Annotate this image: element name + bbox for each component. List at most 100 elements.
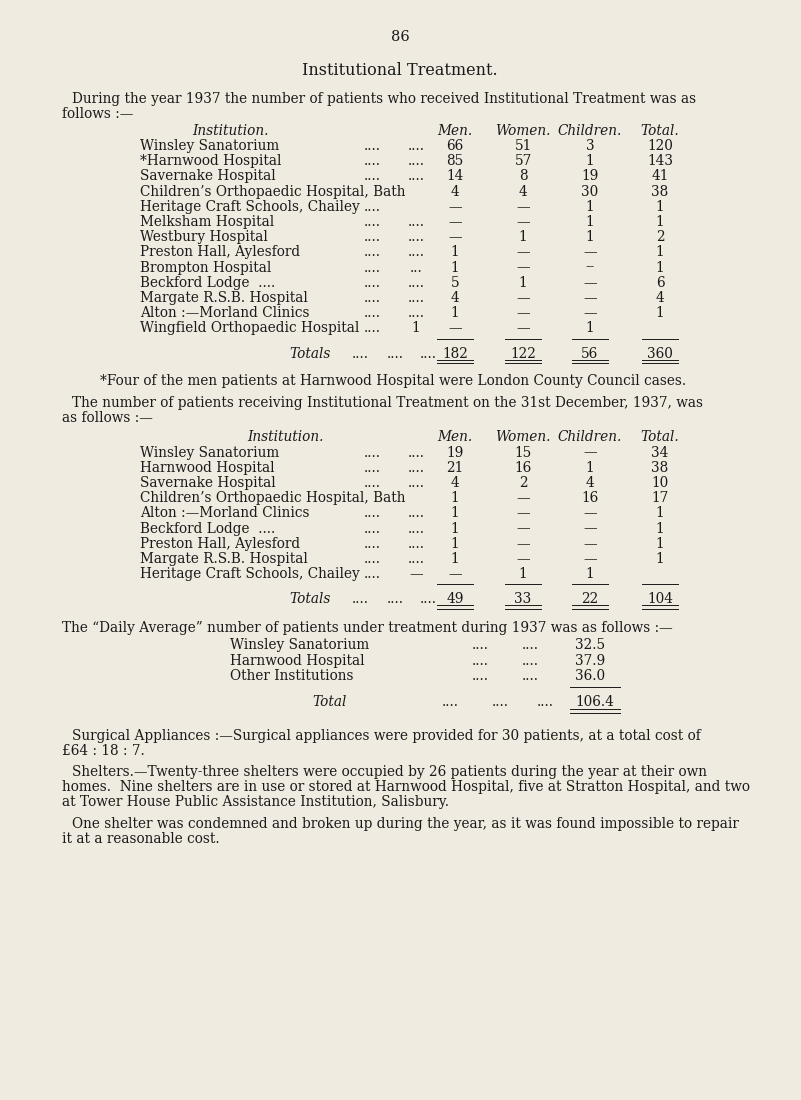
Text: 22: 22 — [582, 593, 598, 606]
Text: 2: 2 — [519, 476, 527, 490]
Text: 1: 1 — [656, 552, 664, 567]
Text: ....: .... — [387, 346, 404, 361]
Text: ....: .... — [408, 230, 425, 244]
Text: ....: .... — [408, 461, 425, 475]
Text: 30: 30 — [582, 185, 598, 199]
Text: 1: 1 — [586, 154, 594, 168]
Text: ....: .... — [387, 593, 404, 606]
Text: Harnwood Hospital: Harnwood Hospital — [140, 461, 275, 475]
Text: 51: 51 — [514, 139, 532, 153]
Text: Winsley Sanatorium: Winsley Sanatorium — [230, 638, 369, 652]
Text: 38: 38 — [651, 185, 669, 199]
Text: —: — — [449, 321, 462, 336]
Text: ....: .... — [364, 230, 380, 244]
Text: 1: 1 — [586, 461, 594, 475]
Text: —: — — [583, 521, 597, 536]
Text: Margate R.S.B. Hospital: Margate R.S.B. Hospital — [140, 292, 308, 305]
Text: 4: 4 — [586, 476, 594, 490]
Text: Alton :—Morland Clinics: Alton :—Morland Clinics — [140, 506, 309, 520]
Text: —: — — [516, 214, 529, 229]
Text: —: — — [516, 306, 529, 320]
Text: 1: 1 — [586, 230, 594, 244]
Text: ....: .... — [472, 638, 489, 652]
Text: 37.9: 37.9 — [575, 653, 606, 668]
Text: —: — — [516, 506, 529, 520]
Text: ....: .... — [408, 245, 425, 260]
Text: 120: 120 — [647, 139, 673, 153]
Text: ....: .... — [408, 506, 425, 520]
Text: 1: 1 — [656, 245, 664, 260]
Text: —: — — [583, 245, 597, 260]
Text: Institution.: Institution. — [247, 430, 324, 443]
Text: ....: .... — [408, 552, 425, 567]
Text: at Tower House Public Assistance Institution, Salisbury.: at Tower House Public Assistance Institu… — [62, 795, 449, 808]
Text: Brompton Hospital: Brompton Hospital — [140, 261, 272, 275]
Text: Beckford Lodge  ....: Beckford Lodge .... — [140, 276, 276, 289]
Text: Women.: Women. — [495, 430, 551, 443]
Text: 16: 16 — [514, 461, 532, 475]
Text: 32.5: 32.5 — [575, 638, 605, 652]
Text: Children.: Children. — [557, 430, 622, 443]
Text: ....: .... — [441, 695, 458, 710]
Text: ....: .... — [521, 653, 538, 668]
Text: 4: 4 — [656, 292, 664, 305]
Text: follows :—: follows :— — [62, 107, 134, 121]
Text: £64 : 18 : 7.: £64 : 18 : 7. — [62, 744, 145, 758]
Text: Men.: Men. — [437, 430, 473, 443]
Text: ....: .... — [364, 139, 380, 153]
Text: —: — — [449, 200, 462, 213]
Text: 1: 1 — [451, 261, 459, 275]
Text: 1: 1 — [451, 552, 459, 567]
Text: Savernake Hospital: Savernake Hospital — [140, 476, 276, 490]
Text: ....: .... — [364, 321, 380, 336]
Text: 21: 21 — [446, 461, 464, 475]
Text: ....: .... — [521, 669, 538, 683]
Text: 4: 4 — [518, 185, 527, 199]
Text: ....: .... — [408, 521, 425, 536]
Text: 5: 5 — [451, 276, 459, 289]
Text: ....: .... — [364, 276, 380, 289]
Text: —: — — [516, 261, 529, 275]
Text: ....: .... — [408, 292, 425, 305]
Text: ....: .... — [364, 214, 380, 229]
Text: Children.: Children. — [557, 124, 622, 138]
Text: 1: 1 — [656, 200, 664, 213]
Text: 1: 1 — [519, 568, 527, 581]
Text: *Harnwood Hospital: *Harnwood Hospital — [140, 154, 281, 168]
Text: 1: 1 — [586, 200, 594, 213]
Text: ....: .... — [364, 292, 380, 305]
Text: 4: 4 — [451, 292, 460, 305]
Text: 86: 86 — [391, 30, 409, 44]
Text: ....: .... — [364, 446, 380, 460]
Text: 1: 1 — [451, 306, 459, 320]
Text: 17: 17 — [651, 492, 669, 505]
Text: —: — — [516, 492, 529, 505]
Text: —: — — [409, 568, 423, 581]
Text: —: — — [449, 230, 462, 244]
Text: 1: 1 — [451, 492, 459, 505]
Text: 57: 57 — [514, 154, 532, 168]
Text: One shelter was condemned and broken up during the year, as it was found impossi: One shelter was condemned and broken up … — [72, 817, 739, 830]
Text: Other Institutions: Other Institutions — [230, 669, 353, 683]
Text: *Four of the men patients at Harnwood Hospital were London County Council cases.: *Four of the men patients at Harnwood Ho… — [100, 374, 686, 387]
Text: ....: .... — [537, 695, 553, 710]
Text: Institutional Treatment.: Institutional Treatment. — [302, 62, 497, 79]
Text: 1: 1 — [519, 230, 527, 244]
Text: ....: .... — [364, 537, 380, 551]
Text: ....: .... — [364, 461, 380, 475]
Text: 66: 66 — [446, 139, 464, 153]
Text: ....: .... — [364, 568, 380, 581]
Text: 104: 104 — [647, 593, 673, 606]
Text: 1: 1 — [451, 537, 459, 551]
Text: 19: 19 — [446, 446, 464, 460]
Text: Total.: Total. — [641, 124, 679, 138]
Text: 8: 8 — [519, 169, 527, 184]
Text: Harnwood Hospital: Harnwood Hospital — [230, 653, 364, 668]
Text: 1: 1 — [656, 521, 664, 536]
Text: 2: 2 — [656, 230, 664, 244]
Text: 56: 56 — [582, 346, 598, 361]
Text: Winsley Sanatorium: Winsley Sanatorium — [140, 446, 280, 460]
Text: 38: 38 — [651, 461, 669, 475]
Text: 6: 6 — [656, 276, 664, 289]
Text: 33: 33 — [514, 593, 532, 606]
